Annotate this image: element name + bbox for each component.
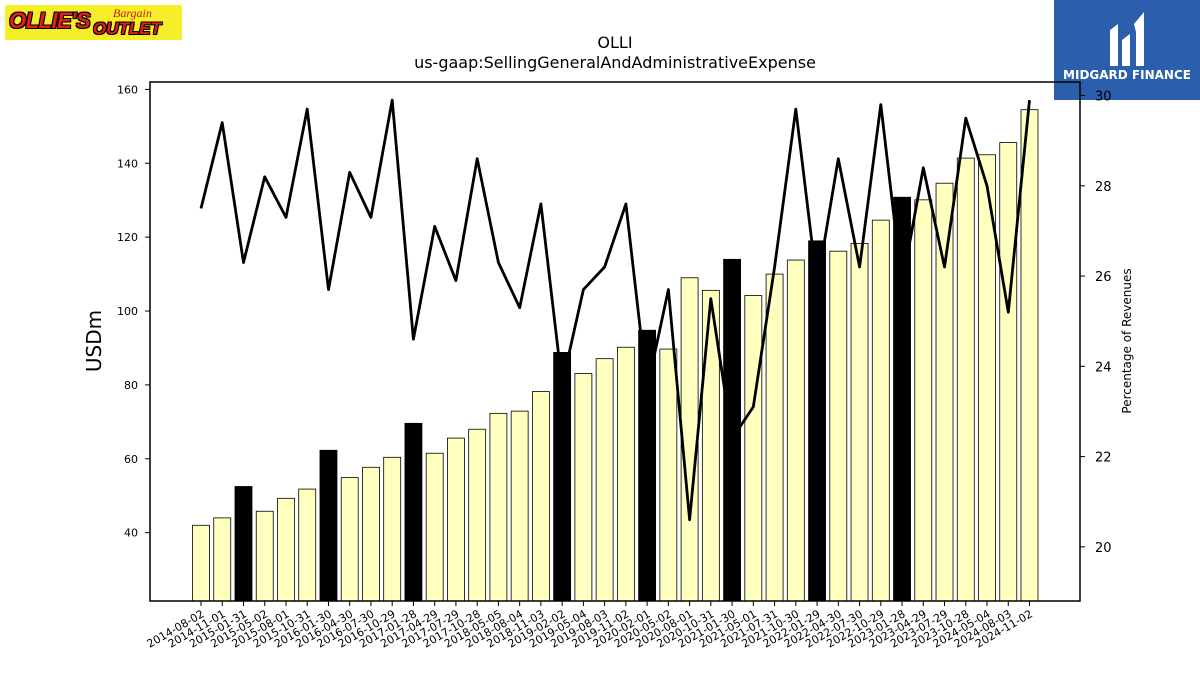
logo-outlet-text: OUTLET	[93, 19, 161, 38]
bar	[404, 422, 423, 602]
bar	[616, 346, 635, 602]
bar	[765, 273, 784, 602]
bar	[340, 477, 359, 602]
y-tick-label: 80	[124, 379, 138, 392]
bar	[298, 488, 317, 602]
bar	[319, 449, 338, 602]
bar	[574, 373, 593, 602]
y-tick-label: 120	[117, 231, 138, 244]
y2-tick-label: 26	[1095, 270, 1112, 285]
bar	[595, 358, 614, 602]
plot-frame	[149, 81, 1081, 602]
y2-tick-label: 22	[1095, 451, 1112, 466]
bar	[786, 259, 805, 602]
y2-tick-label: 20	[1095, 541, 1112, 556]
bar	[277, 497, 295, 602]
logo-main-text: OLLIE'S	[9, 8, 91, 33]
bar	[680, 277, 699, 602]
bar	[638, 329, 657, 602]
y-tick-label: 40	[124, 527, 138, 540]
bar	[468, 428, 487, 602]
bar	[553, 351, 572, 602]
midgard-mark-icon	[1110, 12, 1144, 66]
chart-title: OLLI	[597, 33, 632, 52]
y2-axis-label: Percentage of Revenues	[1120, 268, 1134, 413]
bar	[489, 412, 508, 602]
bar	[383, 456, 402, 602]
bar	[531, 391, 550, 602]
y2-tick-label: 30	[1095, 90, 1112, 105]
y-axis-right: 20 22 24 26 28 30	[1080, 90, 1112, 556]
y-tick-label: 100	[117, 305, 138, 318]
bar	[850, 243, 869, 602]
bar	[956, 157, 975, 602]
y-axis-left: 40 60 80 100 120 140 160	[117, 83, 150, 540]
bar	[914, 199, 933, 602]
ollies-logo: OLLIE'S Bargain OUTLET	[5, 5, 182, 40]
bar	[192, 524, 210, 602]
y2-tick-label: 28	[1095, 180, 1112, 195]
y-axis-label: USDm	[82, 310, 106, 372]
bar	[425, 452, 444, 602]
chart-subtitle: us-gaap:SellingGeneralAndAdministrativeE…	[414, 53, 816, 72]
bar	[871, 219, 890, 602]
line-series	[199, 98, 1031, 522]
bar	[808, 240, 826, 602]
bar	[447, 437, 465, 602]
bar	[659, 348, 678, 602]
bar	[1020, 109, 1039, 602]
midgard-finance-label: MIDGARD FINANCE	[1063, 68, 1191, 82]
y-tick-label: 60	[124, 453, 138, 466]
bar	[829, 250, 848, 602]
bar	[999, 142, 1018, 602]
bar	[213, 517, 232, 602]
y-tick-label: 160	[117, 83, 138, 96]
x-axis: 2014-08-022014-11-012015-01-312015-05-02…	[145, 601, 1035, 651]
bar-group	[192, 109, 1039, 602]
y2-tick-label: 24	[1095, 360, 1112, 375]
logo-bargain-text: Bargain	[113, 6, 152, 20]
bar	[255, 510, 274, 602]
y-tick-label: 140	[117, 157, 138, 170]
bar	[510, 410, 529, 602]
bar	[362, 466, 380, 602]
bar	[234, 486, 253, 602]
bar	[744, 295, 763, 602]
midgard-finance-logo: MIDGARD FINANCE	[1054, 0, 1200, 100]
line-group	[199, 98, 1031, 522]
